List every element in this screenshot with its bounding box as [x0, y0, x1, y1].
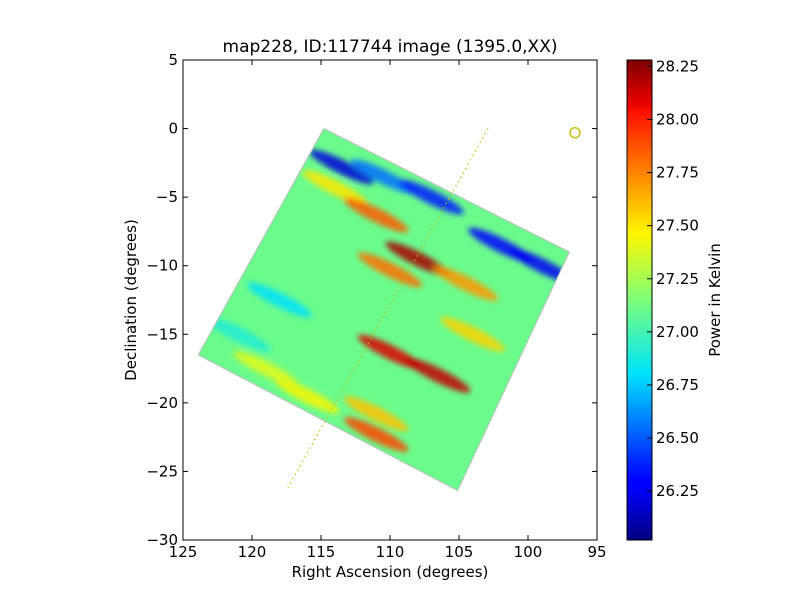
y-tick-label: 5 [168, 51, 178, 69]
map-footprint-edge [197, 128, 571, 492]
colorbar-tick-label: 27.00 [656, 323, 699, 341]
colorbar-tick-label: 27.75 [656, 164, 699, 182]
heatmap-feature [302, 170, 368, 205]
source-marker [569, 126, 581, 139]
plot-area: 125 120 115 110 105 100 95 5 0 −5 −10 −15 −20 −25 −30 [146, 51, 606, 561]
heatmap-feature [405, 358, 471, 393]
x-tick-label: 110 [376, 543, 405, 561]
y-tick-label: −15 [146, 325, 178, 343]
y-tick-label: −5 [156, 188, 178, 206]
y-tick-label: −20 [146, 394, 178, 412]
x-axis-label: Right Ascension (degrees) [292, 563, 489, 581]
y-axis-label: Declination (degrees) [122, 219, 140, 381]
colorbar-tick-label: 27.25 [656, 270, 699, 288]
heatmap-feature [247, 282, 312, 318]
x-tick-label: 120 [238, 543, 267, 561]
y-tick-label: −10 [146, 257, 178, 275]
heatmap-layer [198, 128, 570, 491]
heatmap-feature [440, 316, 506, 352]
heatmap-feature [343, 396, 409, 432]
heatmap-feature [309, 149, 375, 185]
colorbar-tick-label: 27.50 [656, 217, 699, 235]
x-tick-label: 100 [514, 543, 543, 561]
y-axis: 5 0 −5 −10 −15 −20 −25 −30 [146, 51, 597, 549]
heatmap-feature [274, 378, 340, 414]
colorbar-tick-label: 26.50 [656, 429, 699, 447]
heatmap-feature [233, 351, 299, 386]
heatmap-feature [433, 266, 499, 301]
heatmap-feature [350, 159, 416, 194]
x-tick-label: 105 [445, 543, 474, 561]
x-tick-label: 125 [169, 543, 198, 561]
x-axis: 125 120 115 110 105 100 95 [169, 60, 607, 561]
heatmap-feature [205, 316, 271, 352]
colorbar-tick-label: 26.25 [656, 482, 699, 500]
colorbar: 28.25 28.00 27.75 27.50 27.25 27.00 26.75 26.50… [626, 57, 699, 541]
heatmap-feature [343, 197, 409, 233]
heatmap-feature [343, 417, 409, 452]
x-tick-label: 95 [587, 543, 606, 561]
y-tick-label: −30 [146, 531, 178, 549]
chart-title: map228, ID:117744 image (1395.0,XX) [223, 37, 558, 57]
heatmap-feature [399, 179, 464, 215]
colorbar-tick-label: 26.75 [656, 376, 699, 394]
x-tick-label: 115 [307, 543, 336, 561]
y-tick-label: 0 [168, 120, 178, 138]
trajectory-line [287, 128, 489, 489]
heatmap-feature [509, 248, 570, 284]
heatmap-feature [357, 252, 423, 288]
colorbar-label: Power in Kelvin [706, 243, 724, 357]
y-tick-label: −25 [146, 462, 178, 480]
colorbar-tick-label: 28.25 [656, 57, 699, 75]
colorbar-gradient [626, 59, 653, 541]
map-footprint [198, 128, 570, 491]
colorbar-tick-label: 28.00 [656, 110, 699, 128]
